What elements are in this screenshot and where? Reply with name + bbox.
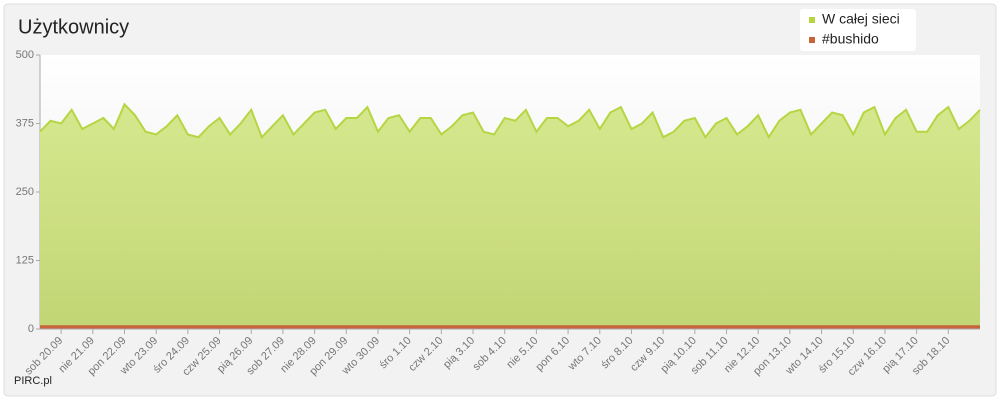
y-tick-label: 0 bbox=[28, 323, 34, 335]
legend bbox=[800, 9, 916, 51]
y-tick-label: 250 bbox=[16, 186, 34, 198]
chart-title: Użytkownicy bbox=[18, 16, 129, 38]
y-tick-label: 500 bbox=[16, 49, 34, 61]
series-line bbox=[39, 102, 981, 140]
legend-label: W całej sieci bbox=[822, 11, 900, 27]
legend-swatch bbox=[809, 37, 815, 43]
legend-label: #bushido bbox=[822, 31, 879, 47]
footer: PIRC.pl bbox=[14, 375, 52, 387]
y-tick-label: 375 bbox=[16, 117, 34, 129]
area-fill bbox=[40, 104, 980, 329]
y-tick-label: 125 bbox=[16, 254, 34, 266]
legend-swatch bbox=[809, 17, 815, 23]
